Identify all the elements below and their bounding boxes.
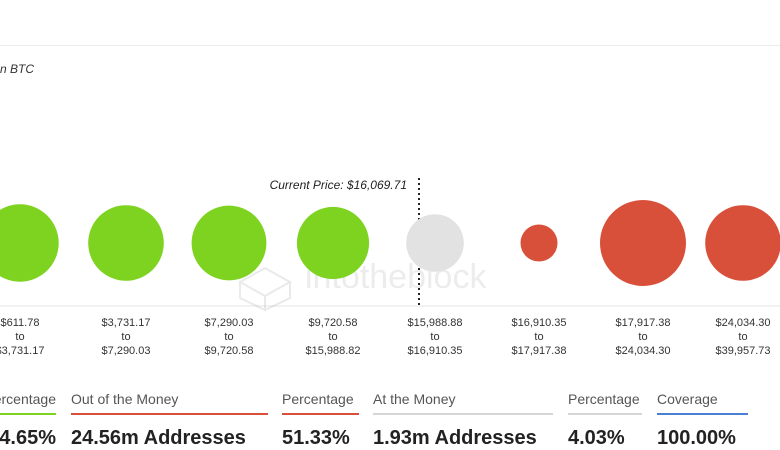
stat-at-the-money: At the Money 1.93m Addresses [373, 388, 553, 450]
stat-value: 4.03% [568, 427, 625, 449]
stat-value: 51.33% [282, 427, 350, 449]
bubble-in[interactable] [0, 204, 59, 282]
stat-label: Percentage [282, 391, 354, 407]
stat-bar [373, 413, 553, 415]
stat-bar [282, 413, 359, 415]
chart-title: n BTC [0, 62, 35, 76]
stat-label: Coverage [657, 391, 718, 407]
tick-label-upper: $17,917.38 [511, 345, 566, 357]
bubble-in[interactable] [296, 206, 370, 280]
tick-label-upper: $16,910.35 [407, 345, 462, 357]
stat-out-percentage: Percentage 51.33% [282, 388, 359, 450]
tick-label-upper: $15,988.82 [305, 345, 360, 357]
tick-label-to: to [430, 331, 439, 343]
tick-label-upper: $24,034.30 [615, 345, 670, 357]
tick-label-to: to [224, 331, 233, 343]
bubble-chart: intotheblock Current Price: $16,069.71 $… [0, 178, 780, 357]
tick-label-to: to [534, 331, 543, 343]
tick-label-to: to [15, 331, 24, 343]
current-price-label: Current Price: $16,069.71 [270, 178, 407, 192]
tick-label-to: to [121, 331, 130, 343]
stat-label: Percentage [0, 391, 56, 407]
tick-label-to: to [738, 331, 747, 343]
tick-label-from: $3,731.17 [102, 317, 151, 329]
top-band [0, 0, 780, 46]
stat-value: 1.93m Addresses [373, 427, 537, 449]
stat-coverage: Coverage 100.00% [657, 388, 748, 450]
tick-label-upper: $39,957.73 [715, 345, 770, 357]
tick-label-to: to [328, 331, 337, 343]
stat-bar [71, 413, 268, 415]
bubble-at[interactable] [406, 214, 464, 272]
tick-label-to: to [638, 331, 647, 343]
stat-bar [0, 413, 56, 415]
bubble-in[interactable] [191, 205, 267, 281]
tick-label-upper: $7,290.03 [102, 345, 151, 357]
stat-value: 24.56m Addresses [71, 427, 246, 449]
stat-bar [568, 413, 642, 415]
stat-out-of-the-money: Out of the Money 24.56m Addresses [71, 388, 268, 450]
stat-value: 100.00% [657, 427, 736, 449]
tick-label-from: $9,720.58 [309, 317, 358, 329]
summary-stats: Percentage 44.65% Out of the Money 24.56… [0, 388, 780, 450]
stat-bar [657, 413, 748, 415]
stat-at-percentage: Percentage 4.03% [568, 388, 642, 450]
tick-label-from: $611.78 [1, 317, 40, 329]
bubble-out[interactable] [520, 224, 558, 262]
bubble-out[interactable] [600, 200, 686, 286]
tick-label-from: $7,290.03 [205, 317, 254, 329]
bubble-in[interactable] [88, 205, 164, 281]
tick-label-from: $17,917.38 [615, 317, 670, 329]
bubble-out[interactable] [705, 205, 780, 281]
tick-label-from: $16,910.35 [511, 317, 566, 329]
tick-label-upper: $9,720.58 [205, 345, 254, 357]
stat-label: At the Money [373, 391, 456, 407]
tick-label-upper: $3,731.17 [0, 345, 44, 357]
stat-value: 44.65% [0, 427, 56, 449]
stat-label: Percentage [568, 391, 640, 407]
stat-in-percentage: Percentage 44.65% [0, 388, 56, 450]
tick-label-from: $15,988.88 [407, 317, 462, 329]
stat-label: Out of the Money [71, 391, 179, 407]
tick-label-from: $24,034.30 [715, 317, 770, 329]
